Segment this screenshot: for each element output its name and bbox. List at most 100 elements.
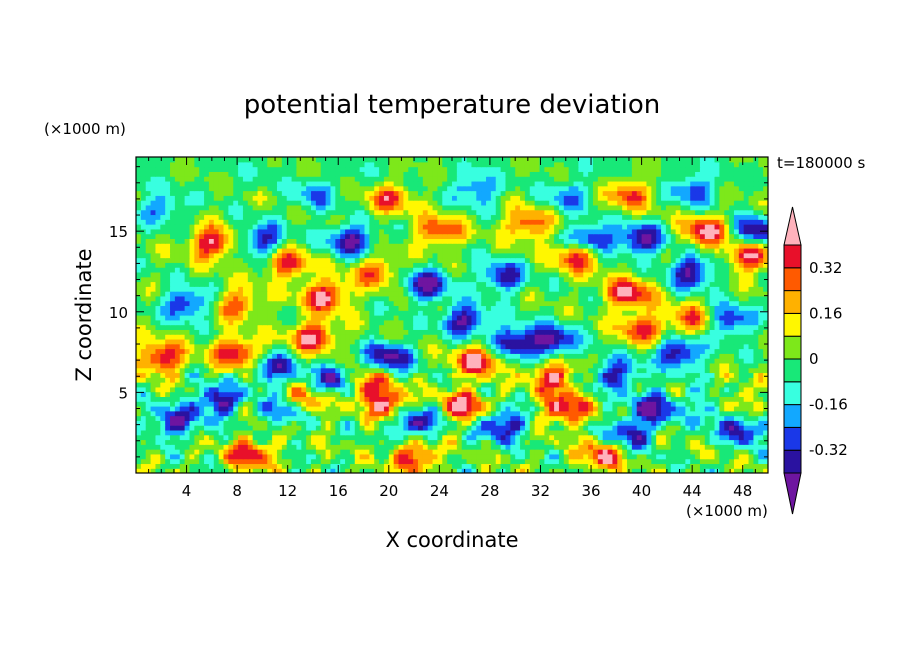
field-cell bbox=[476, 429, 482, 436]
field-cell bbox=[573, 425, 579, 431]
field-cell bbox=[680, 343, 686, 350]
field-cell bbox=[524, 324, 531, 330]
field-cell bbox=[427, 391, 434, 397]
field-cell bbox=[179, 305, 186, 311]
field-cell bbox=[719, 468, 725, 473]
field-cell bbox=[481, 319, 487, 326]
field-cell bbox=[315, 396, 322, 402]
field-cell bbox=[636, 458, 643, 465]
field-cell bbox=[505, 348, 511, 354]
field-cell bbox=[554, 410, 560, 417]
field-cell bbox=[554, 358, 560, 364]
field-cell bbox=[145, 420, 152, 426]
field-cell bbox=[612, 372, 618, 378]
field-cell bbox=[238, 415, 244, 421]
field-cell bbox=[272, 425, 278, 431]
field-cell bbox=[417, 453, 424, 460]
field-cell bbox=[549, 338, 555, 345]
field-cell bbox=[617, 415, 623, 421]
field-cell bbox=[670, 329, 677, 335]
field-cell bbox=[661, 463, 667, 469]
field-cell bbox=[466, 338, 473, 345]
field-cell bbox=[738, 463, 745, 469]
field-cell bbox=[349, 353, 356, 359]
field-cell bbox=[272, 358, 278, 364]
field-cell bbox=[204, 463, 210, 469]
field-cell bbox=[534, 396, 541, 402]
field-cell bbox=[242, 396, 249, 402]
field-cell bbox=[257, 386, 263, 393]
field-cell bbox=[145, 367, 152, 374]
field-cell bbox=[704, 439, 711, 445]
field-cell bbox=[174, 415, 181, 421]
field-cell bbox=[646, 372, 652, 378]
field-cell bbox=[675, 444, 682, 450]
field-cell bbox=[733, 420, 740, 426]
field-cell bbox=[447, 353, 453, 359]
field-cell bbox=[194, 429, 200, 436]
field-cell bbox=[656, 449, 662, 455]
field-cell bbox=[733, 401, 740, 407]
field-cell bbox=[461, 382, 468, 388]
field-cell bbox=[174, 300, 181, 307]
field-cell bbox=[661, 396, 667, 402]
field-cell bbox=[427, 310, 434, 316]
field-cell bbox=[330, 315, 336, 321]
field-cell bbox=[709, 367, 716, 374]
field-cell bbox=[252, 429, 259, 436]
field-cell bbox=[456, 291, 463, 297]
field-cell bbox=[578, 324, 584, 330]
field-cell bbox=[145, 439, 152, 445]
field-cell bbox=[500, 300, 507, 307]
field-cell bbox=[607, 348, 614, 354]
field-cell bbox=[627, 319, 633, 326]
field-cell bbox=[466, 367, 473, 374]
field-cell bbox=[651, 449, 657, 455]
field-cell bbox=[549, 319, 555, 326]
field-cell bbox=[680, 338, 686, 345]
field-cell bbox=[160, 338, 166, 345]
field-cell bbox=[733, 425, 740, 431]
field-cell bbox=[160, 305, 166, 311]
field-cell bbox=[165, 329, 171, 335]
field-cell bbox=[588, 305, 594, 311]
field-cell bbox=[199, 434, 205, 441]
field-cell bbox=[140, 396, 147, 402]
field-cell bbox=[359, 420, 366, 426]
field-cell bbox=[714, 295, 720, 302]
field-cell bbox=[233, 362, 239, 369]
field-cell bbox=[408, 310, 414, 316]
field-cell bbox=[554, 377, 560, 383]
field-cell bbox=[709, 319, 716, 326]
field-cell bbox=[456, 453, 463, 460]
field-cell bbox=[160, 439, 166, 445]
field-cell bbox=[568, 458, 575, 465]
field-cell bbox=[301, 458, 307, 465]
field-cell bbox=[563, 353, 570, 359]
field-cell bbox=[233, 425, 239, 431]
field-cell bbox=[281, 425, 288, 431]
field-cell bbox=[631, 319, 638, 326]
field-cell bbox=[349, 372, 356, 378]
field-cell bbox=[262, 458, 268, 465]
field-cell bbox=[403, 372, 409, 378]
field-cell bbox=[704, 429, 711, 436]
field-cell bbox=[369, 334, 375, 340]
field-cell bbox=[238, 300, 244, 307]
field-cell bbox=[481, 396, 487, 402]
field-cell bbox=[174, 362, 181, 369]
field-cell bbox=[427, 458, 434, 465]
field-cell bbox=[306, 286, 312, 292]
field-cell bbox=[675, 291, 682, 297]
field-cell bbox=[656, 315, 662, 321]
field-cell bbox=[379, 415, 385, 421]
field-cell bbox=[758, 324, 764, 330]
field-cell bbox=[262, 463, 268, 469]
field-cell bbox=[486, 338, 492, 345]
field-cell bbox=[753, 291, 759, 297]
field-cell bbox=[276, 439, 283, 445]
field-cell bbox=[636, 295, 643, 302]
field-cell bbox=[748, 310, 755, 316]
field-cell bbox=[213, 343, 220, 350]
field-cell bbox=[670, 338, 677, 345]
